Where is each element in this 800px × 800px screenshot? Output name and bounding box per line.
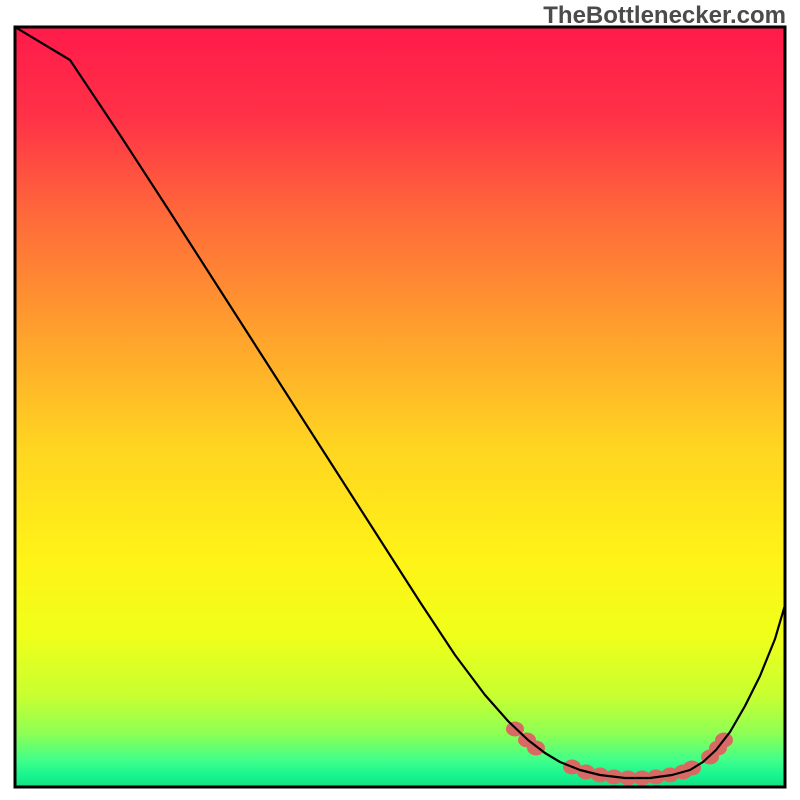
gradient-background [15, 27, 785, 787]
marker-point [527, 741, 545, 756]
chart-svg [0, 0, 800, 800]
watermark-text: TheBottlenecker.com [543, 2, 786, 30]
chart-canvas: TheBottlenecker.com [0, 0, 800, 800]
